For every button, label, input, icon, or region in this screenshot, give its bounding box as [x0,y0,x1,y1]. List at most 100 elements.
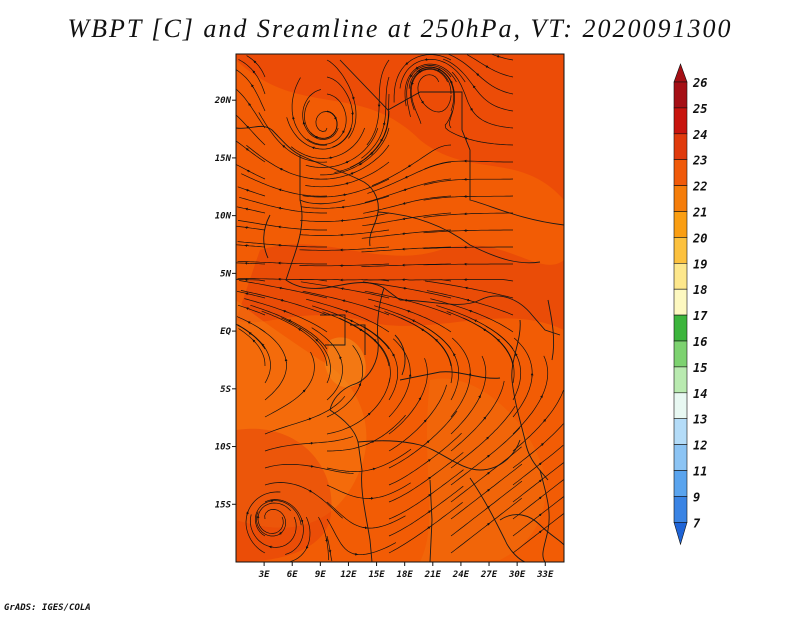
colorbar-label: 7 [693,516,701,530]
streamline-arrow [466,298,471,302]
colorbar-label: 22 [692,180,707,194]
streamline-arrow [302,121,306,126]
streamline-arrow [351,95,355,101]
streamline-arrow [345,160,350,164]
streamline [404,63,457,107]
colorbar: 26 25 24 23 22 21 20 19 18 17 16 15 14 13 12 11 9 7 [673,63,708,546]
streamline-arrow [538,479,542,483]
streamline-arrow [515,352,518,358]
streamline-arrow [538,496,542,500]
streamline [388,452,464,503]
streamline [238,328,266,367]
streamline [410,68,448,124]
colorbar-label: 17 [693,309,708,323]
lon-tick-label: 9E [315,570,326,580]
streamline-arrow [307,417,312,421]
streamline [326,76,354,148]
streamline [430,298,514,333]
lon-tick-label: 24E [452,570,470,580]
streamline-arrow [268,545,274,549]
lon-tick-label: 33E [536,570,554,580]
streamline [322,311,390,367]
streamline-arrow [309,464,314,468]
lat-tick-label: 10N [215,212,232,222]
streamline-arrow [278,206,283,210]
streamline-arrow [382,121,386,126]
streamline [236,89,266,129]
streamline [240,290,328,316]
streamline [307,93,347,145]
streamline [236,141,266,163]
lon-tick-label: 15E [368,570,385,580]
streamline-arrow [287,319,293,323]
streamline-arrow [367,412,371,416]
lon-tick-label: 6E [287,570,298,580]
streamline [326,59,357,139]
streamline [326,345,364,418]
map-frame [235,53,565,563]
streamline-arrow [405,61,409,65]
lon-tick-label: 3E [258,570,270,580]
grads-credit: GrADS: IGES/COLA [4,603,91,613]
streamline-arrow [538,513,542,517]
streamline-arrow [410,73,413,78]
streamline-arrow [478,394,481,400]
streamline [289,516,311,562]
streamline-arrow [345,181,350,185]
colorbar-top-arrow [673,63,688,83]
streamline-arrow [470,107,474,112]
streamline-arrow [245,307,251,311]
streamline-arrow [245,148,250,152]
streamline-arrow [427,510,432,514]
streamline [362,281,452,299]
lon-tick-label: 21E [424,570,442,580]
streamline-arrow [403,188,408,191]
streamline-arrow [468,309,474,313]
streamline-arrow [349,319,355,323]
streamline-arrow [540,442,544,447]
streamline [425,280,514,299]
streamline [264,499,304,555]
streamline-arrow [328,156,334,159]
lat-tick-label: 5N [220,269,231,279]
lon-tick-label: 30E [508,570,526,580]
streamline-arrow [297,328,302,332]
streamline-arrow [245,511,249,516]
streamline-arrow [244,207,250,211]
streamline-arrow [402,286,408,290]
lat-tick-label: 20N [214,96,232,106]
colorbar-swatch [673,288,688,316]
colorbar-label: 11 [693,465,707,479]
lon-tick-label: 27E [480,570,498,580]
colorbar-swatch [673,211,688,238]
streamline-arrow [246,169,251,173]
streamline-arrow [407,164,412,168]
streamline-arrow [542,418,547,423]
streamline-arrow [358,162,363,166]
streamline-arrow [418,396,422,402]
streamline [388,432,462,486]
streamline-arrow [411,80,414,86]
streamline-arrow [282,144,286,149]
streamline-arrow [406,310,412,313]
streamline-arrow [415,66,420,70]
streamline [450,446,522,503]
streamline [305,161,390,188]
streamline-arrow [344,310,350,313]
streamline [318,516,330,561]
streamline [236,206,266,214]
streamlines [236,54,564,562]
streamline-arrow [472,85,476,90]
streamline-arrow [279,168,284,171]
streamline-arrow [426,526,431,530]
streamline-arrow [244,292,250,296]
map-area [236,54,564,562]
lat-tick-label: EQ [220,327,231,337]
colorbar-swatch [673,185,688,212]
streamline-arrow [333,115,337,121]
streamline [388,410,458,469]
streamline-arrow [437,68,442,72]
colorbar-swatch [673,418,688,445]
streamline [236,279,266,282]
lat-tick-label: 10S [215,443,232,453]
